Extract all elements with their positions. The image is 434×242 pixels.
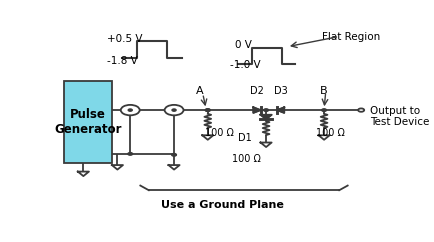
Circle shape [171, 109, 176, 111]
Text: B: B [319, 86, 327, 96]
Circle shape [263, 109, 268, 111]
Text: 0 V: 0 V [234, 40, 251, 50]
Circle shape [171, 153, 176, 156]
Text: -1.8 V: -1.8 V [106, 56, 137, 66]
Text: Flat Region: Flat Region [321, 32, 379, 42]
Text: A: A [196, 86, 204, 96]
Circle shape [357, 108, 363, 112]
Text: Pulse
Generator: Pulse Generator [54, 108, 122, 136]
Text: D1: D1 [238, 133, 252, 143]
Text: Use a Ground Plane: Use a Ground Plane [161, 200, 284, 210]
Text: 100 Ω: 100 Ω [232, 153, 261, 164]
Circle shape [128, 153, 132, 155]
Polygon shape [276, 107, 284, 113]
Text: D2: D2 [249, 86, 263, 96]
Text: D3: D3 [273, 86, 287, 96]
Circle shape [205, 109, 210, 111]
Circle shape [321, 109, 326, 111]
Polygon shape [253, 107, 260, 113]
FancyBboxPatch shape [64, 81, 112, 163]
Text: 100 Ω: 100 Ω [205, 129, 234, 138]
Polygon shape [260, 115, 271, 119]
Circle shape [205, 109, 210, 111]
Circle shape [128, 109, 132, 111]
Text: Output to
Test Device: Output to Test Device [369, 106, 428, 128]
Text: 100 Ω: 100 Ω [315, 129, 344, 138]
Text: +0.5 V: +0.5 V [106, 34, 142, 44]
Text: -1.0 V: -1.0 V [229, 60, 260, 70]
